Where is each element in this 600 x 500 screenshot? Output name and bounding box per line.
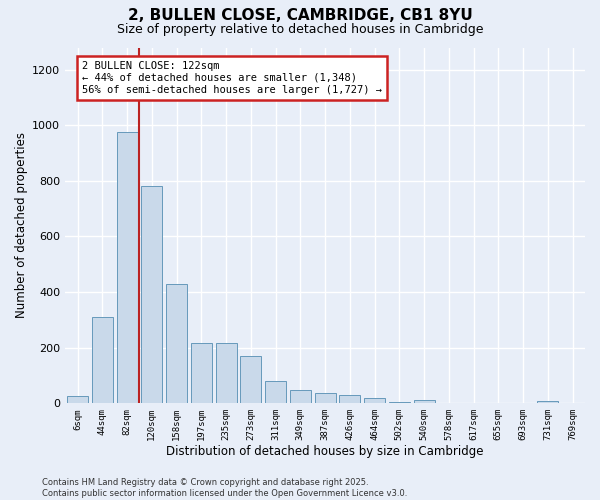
X-axis label: Distribution of detached houses by size in Cambridge: Distribution of detached houses by size … bbox=[166, 444, 484, 458]
Bar bbox=[67, 396, 88, 403]
Bar bbox=[538, 401, 559, 403]
Text: 2, BULLEN CLOSE, CAMBRIDGE, CB1 8YU: 2, BULLEN CLOSE, CAMBRIDGE, CB1 8YU bbox=[128, 8, 472, 22]
Bar bbox=[290, 390, 311, 403]
Bar bbox=[240, 356, 262, 403]
Bar bbox=[265, 381, 286, 403]
Text: 2 BULLEN CLOSE: 122sqm
← 44% of detached houses are smaller (1,348)
56% of semi-: 2 BULLEN CLOSE: 122sqm ← 44% of detached… bbox=[82, 62, 382, 94]
Bar bbox=[389, 402, 410, 403]
Bar bbox=[413, 400, 434, 403]
Text: Contains HM Land Registry data © Crown copyright and database right 2025.
Contai: Contains HM Land Registry data © Crown c… bbox=[42, 478, 407, 498]
Bar bbox=[116, 132, 137, 403]
Bar bbox=[364, 398, 385, 403]
Bar bbox=[166, 284, 187, 403]
Text: Size of property relative to detached houses in Cambridge: Size of property relative to detached ho… bbox=[117, 22, 483, 36]
Y-axis label: Number of detached properties: Number of detached properties bbox=[15, 132, 28, 318]
Bar bbox=[191, 344, 212, 403]
Bar bbox=[314, 394, 335, 403]
Bar bbox=[215, 344, 236, 403]
Bar bbox=[141, 186, 163, 403]
Bar bbox=[92, 317, 113, 403]
Bar bbox=[340, 395, 361, 403]
